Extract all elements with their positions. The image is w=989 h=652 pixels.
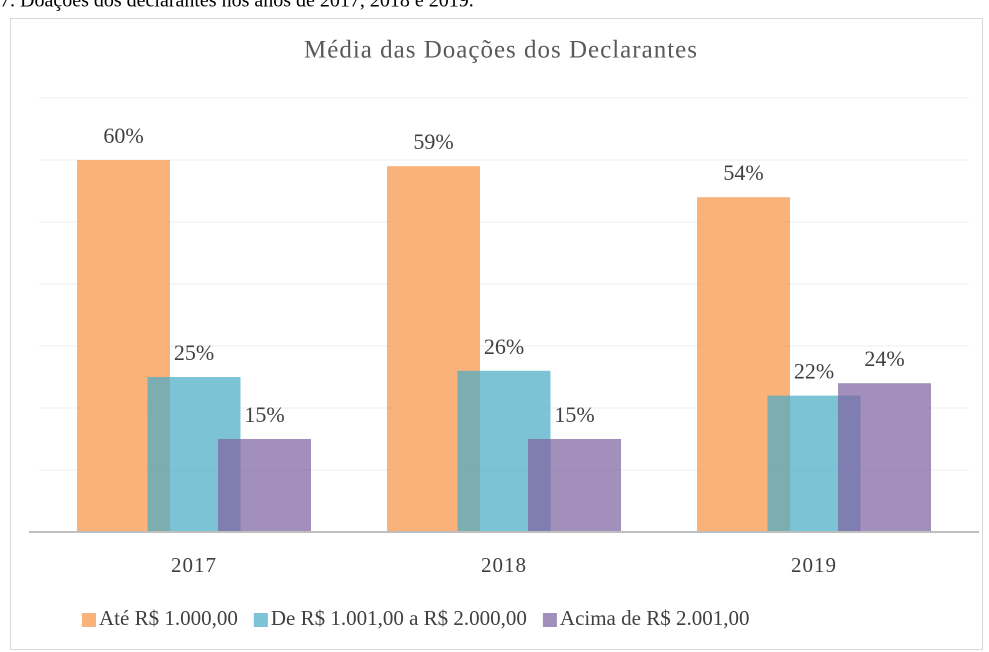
- bar: [528, 439, 621, 532]
- legend-swatch: [542, 613, 557, 627]
- legend-label: De R$ 1.001,00 a R$ 2.000,00: [271, 606, 527, 630]
- legend-label: Até R$ 1.000,00: [99, 606, 238, 630]
- legend-label: Acima de R$ 2.001,00: [560, 606, 750, 630]
- data-label: 25%: [174, 340, 214, 365]
- chart-title: Média das Doações dos Declarantes: [304, 37, 698, 64]
- data-label: 24%: [864, 346, 904, 371]
- data-label: 60%: [103, 123, 143, 148]
- legend-swatch: [253, 613, 268, 627]
- chart-border: [10, 18, 983, 650]
- data-label: 26%: [484, 334, 524, 359]
- bar: [838, 383, 931, 532]
- legend-swatch: [82, 613, 96, 627]
- data-label: 15%: [554, 402, 594, 427]
- bar: [218, 439, 311, 532]
- caption: 7. Doações dos declarantes nos anos de 2…: [0, 0, 474, 12]
- x-tick-label: 2018: [481, 553, 527, 577]
- x-tick-label: 2019: [791, 553, 837, 577]
- data-label: 59%: [413, 129, 453, 154]
- data-label: 15%: [244, 402, 284, 427]
- data-label: 54%: [723, 160, 763, 185]
- x-tick-label: 2017: [171, 553, 217, 577]
- data-label: 22%: [794, 359, 834, 384]
